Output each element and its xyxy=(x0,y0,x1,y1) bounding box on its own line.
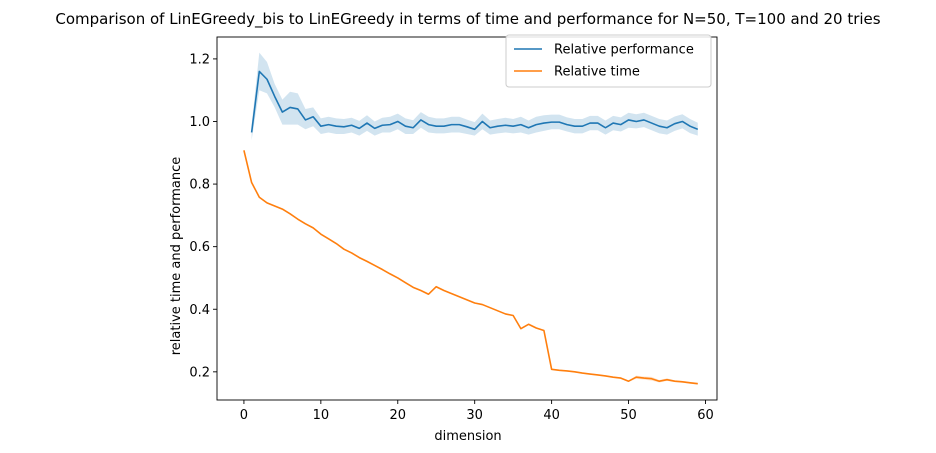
confidence-bands xyxy=(243,52,698,385)
x-tick-label: 10 xyxy=(313,408,330,423)
chart-title: Comparison of LinEGreedy_bis to LinEGree… xyxy=(55,10,880,29)
legend-box xyxy=(505,34,712,88)
band-series-0 xyxy=(251,52,698,141)
line-series-1 xyxy=(243,150,698,385)
x-tick-label: 50 xyxy=(620,408,637,423)
y-tick-label: 0.8 xyxy=(189,178,210,193)
line-series-0 xyxy=(250,70,699,133)
y-tick-label: 0.4 xyxy=(189,303,210,318)
x-axis-ticks: 0 10 20 30 40 50 60 xyxy=(240,400,714,423)
x-tick-label: 40 xyxy=(543,408,560,423)
y-tick-label: 1.0 xyxy=(189,115,210,130)
x-tick-label: 60 xyxy=(697,408,714,423)
plot-area-frame xyxy=(216,36,718,401)
y-tick-label: 0.6 xyxy=(189,240,210,255)
x-tick-label: 0 xyxy=(240,408,248,423)
x-tick-label: 20 xyxy=(389,408,406,423)
series-lines xyxy=(243,70,699,385)
y-tick-label: 0.2 xyxy=(189,365,210,380)
legend: Relative performance Relative time xyxy=(505,34,712,88)
y-axis-label: relative time and performance xyxy=(169,157,184,356)
x-tick-label: 30 xyxy=(466,408,483,423)
legend-label-0: Relative performance xyxy=(554,43,694,58)
x-axis-label: dimension xyxy=(434,429,501,444)
legend-label-1: Relative time xyxy=(554,65,640,80)
y-tick-label: 1.2 xyxy=(189,52,210,67)
band-series-1 xyxy=(243,150,698,385)
y-axis-ticks: 0.2 0.4 0.6 0.8 1.0 1.2 xyxy=(189,52,217,380)
